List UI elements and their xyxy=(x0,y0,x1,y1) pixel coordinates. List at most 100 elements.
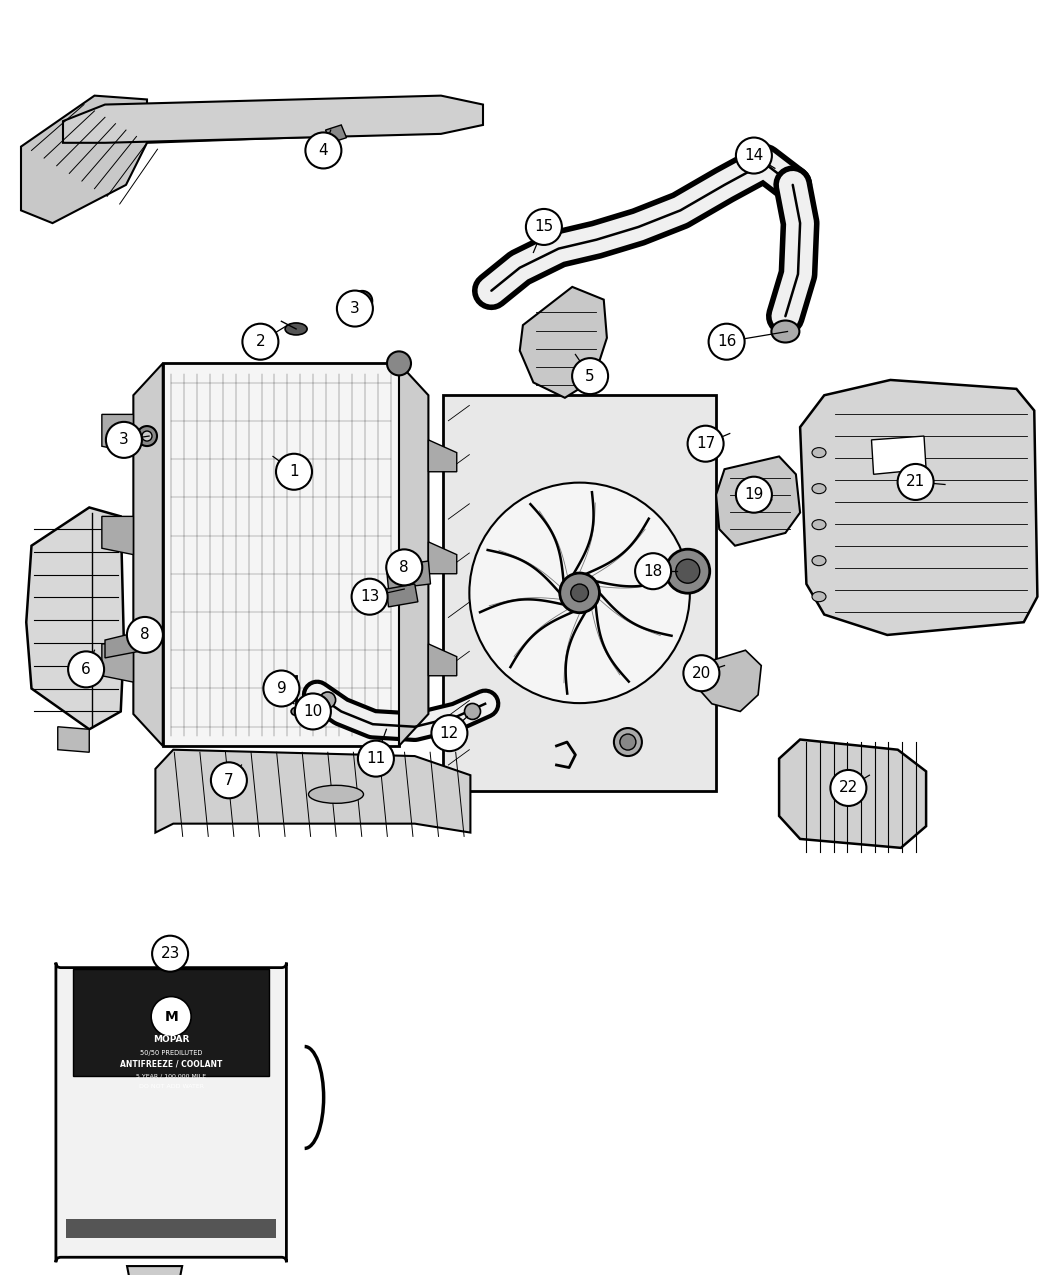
Text: 22: 22 xyxy=(839,780,858,796)
Circle shape xyxy=(358,741,394,776)
Circle shape xyxy=(151,997,191,1037)
Text: 8: 8 xyxy=(399,560,410,575)
Polygon shape xyxy=(520,287,607,398)
Circle shape xyxy=(620,734,636,750)
Text: ANTIFREEZE / COOLANT: ANTIFREEZE / COOLANT xyxy=(120,1060,223,1068)
Polygon shape xyxy=(26,507,124,729)
Circle shape xyxy=(106,422,142,458)
Circle shape xyxy=(432,715,467,751)
Text: 8: 8 xyxy=(140,627,150,643)
Text: 1: 1 xyxy=(289,464,299,479)
Circle shape xyxy=(152,936,188,972)
Text: 5 YEAR / 100,000 MILE: 5 YEAR / 100,000 MILE xyxy=(136,1074,206,1079)
FancyBboxPatch shape xyxy=(56,963,287,1262)
Circle shape xyxy=(352,579,387,615)
Circle shape xyxy=(243,324,278,360)
Circle shape xyxy=(736,138,772,173)
Polygon shape xyxy=(800,380,1037,635)
Ellipse shape xyxy=(286,323,307,335)
Polygon shape xyxy=(386,561,430,589)
Circle shape xyxy=(898,464,933,500)
Circle shape xyxy=(526,209,562,245)
Polygon shape xyxy=(399,363,428,746)
Ellipse shape xyxy=(772,320,799,343)
Circle shape xyxy=(736,477,772,513)
Polygon shape xyxy=(163,363,399,746)
Circle shape xyxy=(666,550,710,593)
Circle shape xyxy=(386,550,422,585)
Circle shape xyxy=(276,454,312,490)
Circle shape xyxy=(306,133,341,168)
Ellipse shape xyxy=(291,708,301,715)
Text: 3: 3 xyxy=(119,432,129,448)
Circle shape xyxy=(337,291,373,326)
Text: 18: 18 xyxy=(644,564,663,579)
Circle shape xyxy=(127,617,163,653)
Polygon shape xyxy=(127,1266,183,1275)
Polygon shape xyxy=(102,516,133,555)
Text: 19: 19 xyxy=(744,487,763,502)
Polygon shape xyxy=(63,96,483,143)
Text: 15: 15 xyxy=(534,219,553,235)
Circle shape xyxy=(684,655,719,691)
Circle shape xyxy=(469,483,690,703)
Text: 20: 20 xyxy=(692,666,711,681)
Polygon shape xyxy=(326,125,346,143)
Polygon shape xyxy=(779,740,926,848)
Circle shape xyxy=(357,296,367,306)
Text: 16: 16 xyxy=(717,334,736,349)
Ellipse shape xyxy=(812,483,826,493)
Text: 50/50 PREDILUTED: 50/50 PREDILUTED xyxy=(140,1049,203,1056)
Ellipse shape xyxy=(812,448,826,458)
Text: 23: 23 xyxy=(161,946,180,961)
Text: 4: 4 xyxy=(318,143,329,158)
Circle shape xyxy=(560,572,600,613)
Circle shape xyxy=(831,770,866,806)
Text: M: M xyxy=(164,1010,179,1024)
Ellipse shape xyxy=(812,592,826,602)
Polygon shape xyxy=(443,395,716,790)
Circle shape xyxy=(387,352,411,375)
Text: 9: 9 xyxy=(276,681,287,696)
Text: 14: 14 xyxy=(744,148,763,163)
Circle shape xyxy=(571,584,588,602)
Polygon shape xyxy=(102,644,133,682)
Polygon shape xyxy=(716,456,800,546)
Text: MOPAR: MOPAR xyxy=(153,1034,189,1043)
Text: 2: 2 xyxy=(255,334,266,349)
Circle shape xyxy=(635,553,671,589)
Circle shape xyxy=(264,671,299,706)
Circle shape xyxy=(614,728,642,756)
FancyBboxPatch shape xyxy=(74,969,269,1076)
Ellipse shape xyxy=(309,785,363,803)
Polygon shape xyxy=(58,727,89,752)
Circle shape xyxy=(688,426,723,462)
Circle shape xyxy=(352,291,373,311)
Polygon shape xyxy=(428,440,457,472)
Polygon shape xyxy=(66,1219,276,1238)
Circle shape xyxy=(211,762,247,798)
Text: 13: 13 xyxy=(360,589,379,604)
Polygon shape xyxy=(21,96,399,223)
Polygon shape xyxy=(428,644,457,676)
Polygon shape xyxy=(102,414,133,453)
Text: 6: 6 xyxy=(81,662,91,677)
Polygon shape xyxy=(155,750,470,833)
Ellipse shape xyxy=(812,556,826,566)
Text: 12: 12 xyxy=(440,725,459,741)
Circle shape xyxy=(319,692,336,708)
Polygon shape xyxy=(133,363,163,746)
Text: DO NOT ADD WATER: DO NOT ADD WATER xyxy=(139,1084,204,1089)
Circle shape xyxy=(572,358,608,394)
Polygon shape xyxy=(698,650,761,711)
Circle shape xyxy=(709,324,744,360)
Circle shape xyxy=(68,652,104,687)
Text: 7: 7 xyxy=(224,773,234,788)
Text: 21: 21 xyxy=(906,474,925,490)
Circle shape xyxy=(295,694,331,729)
Text: 3: 3 xyxy=(350,301,360,316)
Text: 11: 11 xyxy=(366,751,385,766)
Text: 10: 10 xyxy=(303,704,322,719)
Ellipse shape xyxy=(812,520,826,529)
Polygon shape xyxy=(105,631,145,658)
